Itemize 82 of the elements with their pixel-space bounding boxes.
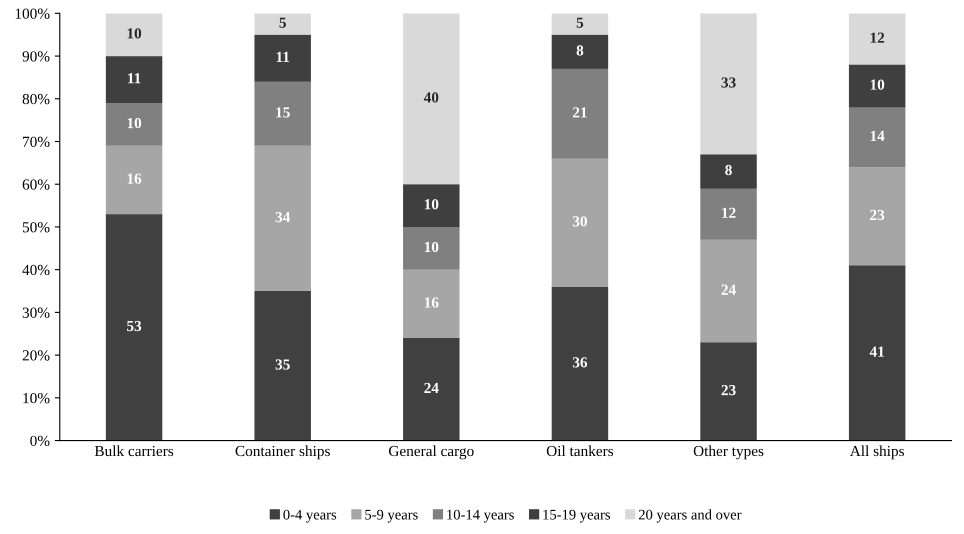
data-label: 12 [722,208,736,218]
data-label: 21 [572,107,587,118]
y-tick-label: 40% [22,264,50,276]
data-label: 36 [572,357,588,368]
bar [700,342,757,441]
bar [106,13,162,56]
bar [848,167,906,266]
bar [552,13,608,35]
bar [848,13,906,65]
data-label: 11 [276,52,290,62]
data-label: 10 [870,79,884,90]
legend-label: 5-9 years [365,510,418,523]
bar [403,13,460,184]
data-label: 5 [279,18,286,28]
y-tick-label: 20% [22,350,50,361]
x-tick-label: General cargo [389,445,474,460]
x-tick-label: Other types [694,445,764,460]
y-tick-label: 80% [22,94,50,104]
legend-label: 0-4 years [283,510,336,523]
data-label: 10 [128,28,142,39]
data-label: 33 [721,77,736,88]
data-label: 16 [128,174,142,184]
data-label: 8 [576,45,584,56]
data-label: 24 [722,284,736,295]
data-label: 10 [424,199,438,210]
bar [403,184,460,227]
x-tick-label: Oil tankers [546,445,614,456]
data-label: 53 [127,320,142,332]
data-label: 35 [276,359,290,370]
x-tick-label: Bulk carriers [94,445,174,456]
bar [106,103,162,146]
y-tick-label: 70% [23,136,50,148]
bar [552,68,608,159]
data-label: 34 [276,212,290,222]
bar [254,82,311,146]
bar [700,240,757,342]
data-label: 41 [870,346,884,357]
bar [848,64,906,108]
data-label: 12 [870,32,884,43]
bar [700,188,757,240]
data-label: 15 [276,107,290,118]
bar [848,107,906,168]
data-label: 5 [576,18,584,28]
data-label: 23 [722,384,736,396]
bar [254,146,311,292]
bar [403,270,460,338]
y-tick-label: 90% [22,51,50,62]
data-label: 24 [424,382,439,393]
data-label: 14 [870,130,885,141]
bar [700,154,757,188]
y-tick-label: 100% [16,8,50,19]
y-tick-label: 60% [22,179,50,190]
bar [106,146,162,214]
data-label: 23 [870,210,884,220]
bar [552,34,608,69]
data-label: 16 [424,297,438,308]
y-tick-label: 50% [22,222,50,232]
legend-label: 20 years and over [638,509,742,523]
bar [254,34,311,82]
data-label: 10 [128,118,142,128]
bar [403,338,460,441]
bar [552,286,608,441]
bar [254,13,311,35]
data-label: 40 [424,92,438,103]
data-label: 30 [572,216,587,226]
legend-label: 10-14 years [447,510,514,523]
x-tick-label: Container ships [236,445,330,460]
data-label: 11 [128,73,141,84]
bar [106,56,162,104]
bar [552,158,608,287]
bar [700,13,757,154]
bar [106,214,162,441]
bar [403,226,460,270]
y-tick-label: 0% [30,436,50,446]
bar [848,265,906,441]
x-tick-label: All ships [850,445,904,460]
y-tick-label: 30% [22,308,50,318]
data-label: 10 [424,242,438,252]
y-tick-label: 10% [23,392,50,404]
bar [254,291,311,441]
legend-label: 15-19 years [543,510,610,523]
data-label: 8 [725,164,732,176]
